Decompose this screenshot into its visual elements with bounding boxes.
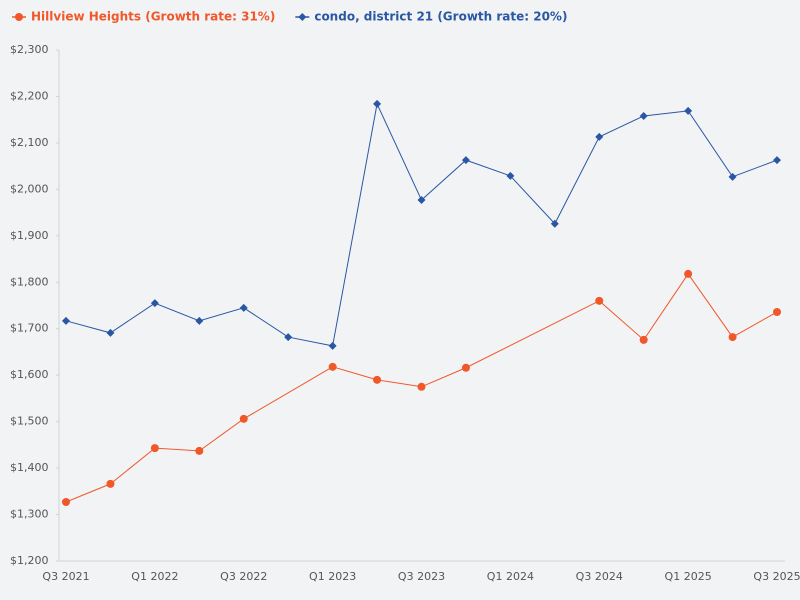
y-tick-label: $2,200 <box>10 89 49 102</box>
y-tick-label: $2,300 <box>10 43 49 56</box>
x-tick-label: Q1 2024 <box>487 570 534 583</box>
point <box>595 132 604 141</box>
point <box>506 171 515 180</box>
point <box>595 296 604 305</box>
y-tick-label: $1,400 <box>10 461 49 474</box>
point <box>773 156 781 165</box>
series-line <box>65 273 778 503</box>
point <box>684 106 693 115</box>
point <box>639 335 648 344</box>
x-tick-label: Q1 2025 <box>665 570 712 583</box>
y-tick-label: $1,800 <box>10 275 49 288</box>
y-tick-label: $1,500 <box>10 415 49 428</box>
x-tick-label: Q3 2023 <box>398 570 445 583</box>
point <box>773 308 781 317</box>
point <box>62 316 70 325</box>
x-tick-label: Q3 2021 <box>42 570 89 583</box>
point <box>239 414 248 423</box>
legend-label: condo, district 21 (Growth rate: 20%) <box>314 10 567 24</box>
y-tick-label: $1,300 <box>10 508 49 521</box>
point <box>328 341 337 350</box>
point <box>195 316 204 325</box>
series-line <box>65 102 778 347</box>
y-tick-label: $2,000 <box>10 182 49 195</box>
point <box>195 446 204 455</box>
y-tick-label: $2,100 <box>10 136 49 149</box>
point <box>284 333 293 342</box>
point <box>417 196 426 205</box>
point <box>150 444 159 453</box>
point <box>106 328 115 337</box>
point <box>150 299 159 308</box>
point <box>62 498 70 507</box>
point <box>328 362 337 371</box>
point <box>639 111 648 120</box>
x-tick-label: Q3 2022 <box>220 570 267 583</box>
x-tick-label: Q1 2022 <box>131 570 178 583</box>
point <box>373 99 382 108</box>
point <box>417 382 426 391</box>
point <box>728 172 737 181</box>
x-tick-label: Q3 2025 <box>753 570 800 583</box>
y-tick-label: $1,900 <box>10 229 49 242</box>
point <box>684 269 693 278</box>
point <box>461 156 470 165</box>
legend-label: Hillview Heights (Growth rate: 31%) <box>31 10 275 24</box>
legend-marker <box>298 13 307 21</box>
legend-marker <box>15 13 23 21</box>
x-tick-label: Q1 2023 <box>309 570 356 583</box>
x-tick-label: Q3 2024 <box>576 570 623 583</box>
point <box>239 303 248 312</box>
y-tick-label: $1,200 <box>10 554 49 567</box>
point <box>728 333 737 342</box>
point <box>550 219 559 228</box>
point <box>106 479 115 488</box>
y-tick-label: $1,600 <box>10 368 49 381</box>
point <box>373 375 382 384</box>
y-tick-label: $1,700 <box>10 322 49 335</box>
point <box>461 363 470 372</box>
